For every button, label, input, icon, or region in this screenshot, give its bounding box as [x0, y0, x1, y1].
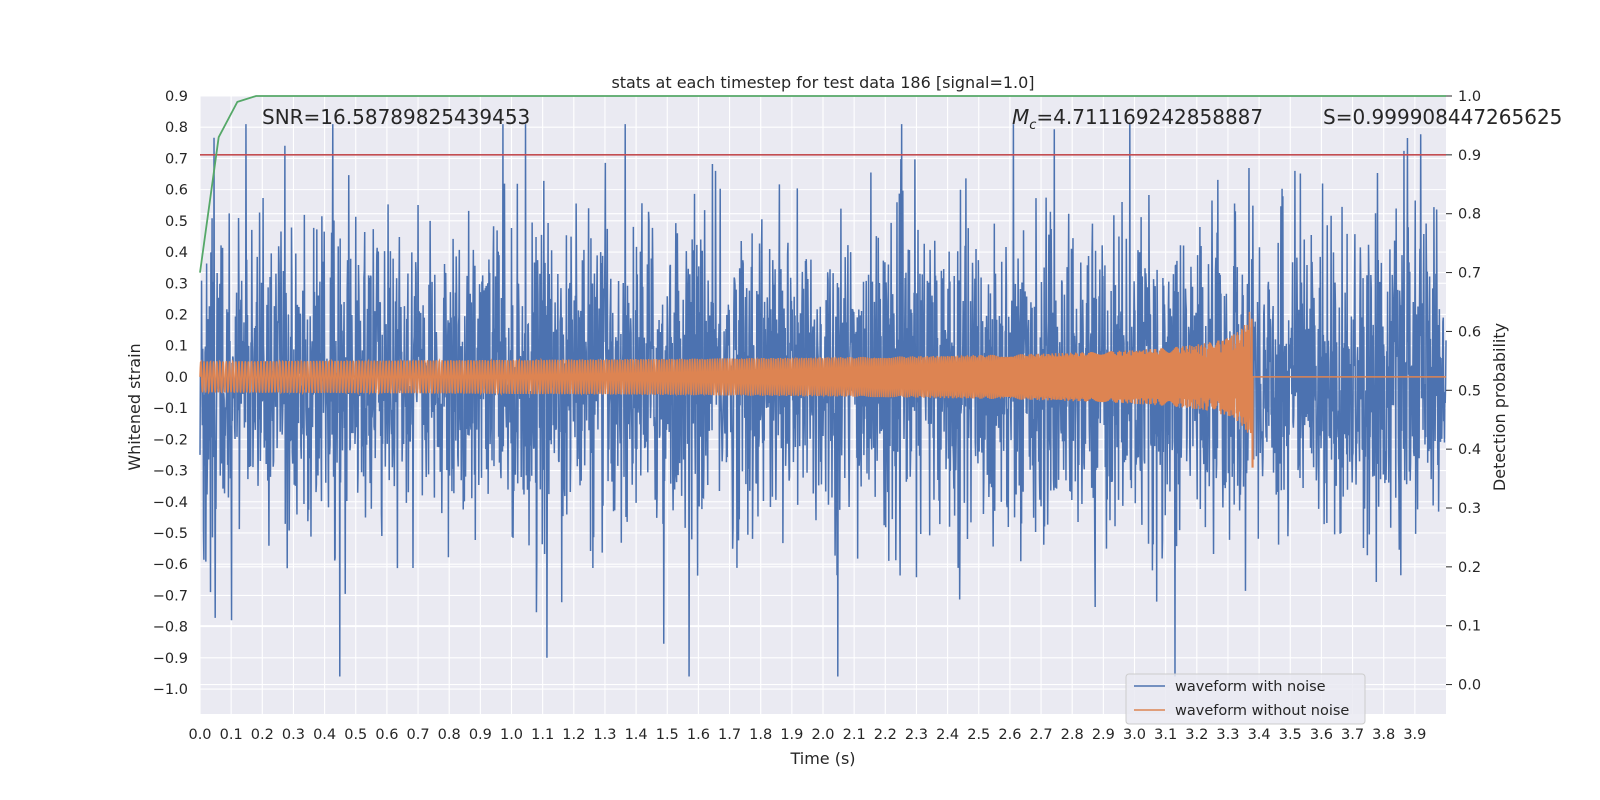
y-tick-label: −0.7: [153, 588, 188, 604]
y-tick-label: −0.5: [153, 526, 188, 542]
y2-tick-label: 0.6: [1458, 324, 1481, 340]
series-layer: [199, 95, 1447, 677]
x-tick-label: 3.8: [1372, 727, 1395, 743]
x-tick-label: 3.3: [1216, 727, 1239, 743]
y2-tick-label: 1.0: [1458, 89, 1481, 105]
series-line-clean: [199, 311, 1446, 468]
x-axis-label: Time (s): [789, 749, 855, 768]
y-tick-label: 0.1: [165, 339, 188, 355]
x-tick-label: 3.9: [1403, 727, 1426, 743]
mc-subscript: c: [1029, 118, 1036, 133]
y-tick-label: 0.5: [165, 214, 188, 230]
x-tick-label: 1.2: [562, 727, 585, 743]
x-tick-label: 2.8: [1061, 727, 1084, 743]
y-tick-label: −0.1: [153, 401, 188, 417]
y2-tick-label: 0.1: [1458, 619, 1481, 635]
x-tick-label: 0.3: [282, 727, 305, 743]
y2-tick-label: 0.9: [1458, 148, 1481, 164]
y2-tick-label: 0.4: [1458, 442, 1481, 458]
x-tick-label: 2.5: [967, 727, 990, 743]
x-tick-label: 2.2: [874, 727, 897, 743]
x-tick-label: 0.6: [375, 727, 398, 743]
x-tick-label: 1.8: [749, 727, 772, 743]
x-tick-label: 2.6: [998, 727, 1021, 743]
snr-annotation: SNR=16.58789825439453: [262, 105, 530, 129]
x-tick-label: 3.2: [1185, 727, 1208, 743]
y-tick-label: −0.9: [153, 651, 188, 667]
series-line-probability: [199, 95, 1446, 273]
x-tick-label: 2.4: [936, 727, 959, 743]
x-tick-label: 1.9: [780, 727, 803, 743]
x-tick-label: 0.0: [188, 727, 211, 743]
y-axis-label: Whitened strain: [125, 343, 144, 470]
y-tick-label: −0.2: [153, 432, 188, 448]
y-tick-label: 0.9: [165, 89, 188, 105]
legend: waveform with noise waveform without noi…: [1125, 673, 1366, 725]
y-tick-label: 0.6: [165, 183, 188, 199]
x-tick-label: 0.4: [313, 727, 336, 743]
x-tick-label: 1.1: [531, 727, 554, 743]
legend-label-clean: waveform without noise: [1175, 703, 1349, 719]
x-axis-ticks: 0.0 0.1 0.2 0.3 0.4 0.5 0.6 0.7 0.8 0.9 1.0 1.1 1.2 1…: [188, 727, 1426, 743]
mc-value: =4.711169242858887: [1036, 105, 1263, 129]
x-tick-label: 1.7: [718, 727, 741, 743]
x-tick-label: 3.7: [1341, 727, 1364, 743]
y2-tick-label: 0.5: [1458, 383, 1481, 399]
x-tick-label: 0.5: [344, 727, 367, 743]
x-tick-label: 0.1: [220, 727, 243, 743]
y2-axis-ticks: 1.0 0.9 0.8 0.7 0.6 0.5 0.4 0.3 0.2 0.1 0.0: [1446, 89, 1481, 694]
x-tick-label: 3.0: [1123, 727, 1146, 743]
grid-lines: [199, 95, 1446, 714]
y2-tick-label: 0.7: [1458, 266, 1481, 282]
y-tick-label: −1.0: [153, 682, 188, 698]
x-tick-label: 0.7: [407, 727, 430, 743]
x-tick-label: 2.0: [811, 727, 834, 743]
x-tick-label: 0.2: [251, 727, 274, 743]
x-tick-label: 1.3: [593, 727, 616, 743]
y-tick-label: 0.7: [165, 151, 188, 167]
y-tick-label: 0.4: [165, 245, 188, 261]
y-tick-label: −0.6: [153, 557, 188, 573]
y2-tick-label: 0.3: [1458, 501, 1481, 517]
y-tick-label: −0.3: [153, 464, 188, 480]
y-tick-label: 0.3: [165, 276, 188, 292]
y2-tick-label: 0.2: [1458, 560, 1481, 576]
x-tick-label: 2.3: [905, 727, 928, 743]
y2-axis-label: Detection probability: [1490, 323, 1509, 491]
x-tick-label: 2.1: [843, 727, 866, 743]
y-tick-label: −0.8: [153, 620, 188, 636]
x-tick-label: 1.0: [500, 727, 523, 743]
x-tick-label: 0.9: [469, 727, 492, 743]
y-tick-label: −0.4: [153, 495, 188, 511]
y2-tick-label: 0.0: [1458, 678, 1481, 694]
x-tick-label: 3.4: [1248, 727, 1271, 743]
y-tick-label: 0.2: [165, 307, 188, 323]
chart-title: stats at each timestep for test data 186…: [611, 73, 1034, 92]
x-tick-label: 0.8: [438, 727, 461, 743]
x-tick-label: 2.9: [1092, 727, 1115, 743]
mc-symbol: M: [1012, 105, 1029, 129]
legend-box: [1125, 673, 1366, 725]
x-tick-label: 1.4: [625, 727, 648, 743]
significance-annotation: S=0.999908447265625: [1323, 105, 1562, 129]
legend-label-noisy: waveform with noise: [1175, 679, 1326, 695]
y2-tick-label: 0.8: [1458, 207, 1481, 223]
chirp-mass-annotation: Mc=4.711169242858887: [1012, 105, 1263, 133]
x-tick-label: 1.6: [687, 727, 710, 743]
y-axis-ticks: 0.9 0.8 0.7 0.6 0.5 0.4 0.3 0.2 0.1 0.0 −0.1 −0.2 −0…: [153, 89, 188, 698]
x-tick-label: 3.5: [1279, 727, 1302, 743]
x-tick-label: 1.5: [656, 727, 679, 743]
x-tick-label: 3.6: [1310, 727, 1333, 743]
y-tick-label: 0.8: [165, 120, 188, 136]
x-tick-label: 3.1: [1154, 727, 1177, 743]
x-tick-label: 2.7: [1030, 727, 1053, 743]
y-tick-label: 0.0: [165, 370, 188, 386]
